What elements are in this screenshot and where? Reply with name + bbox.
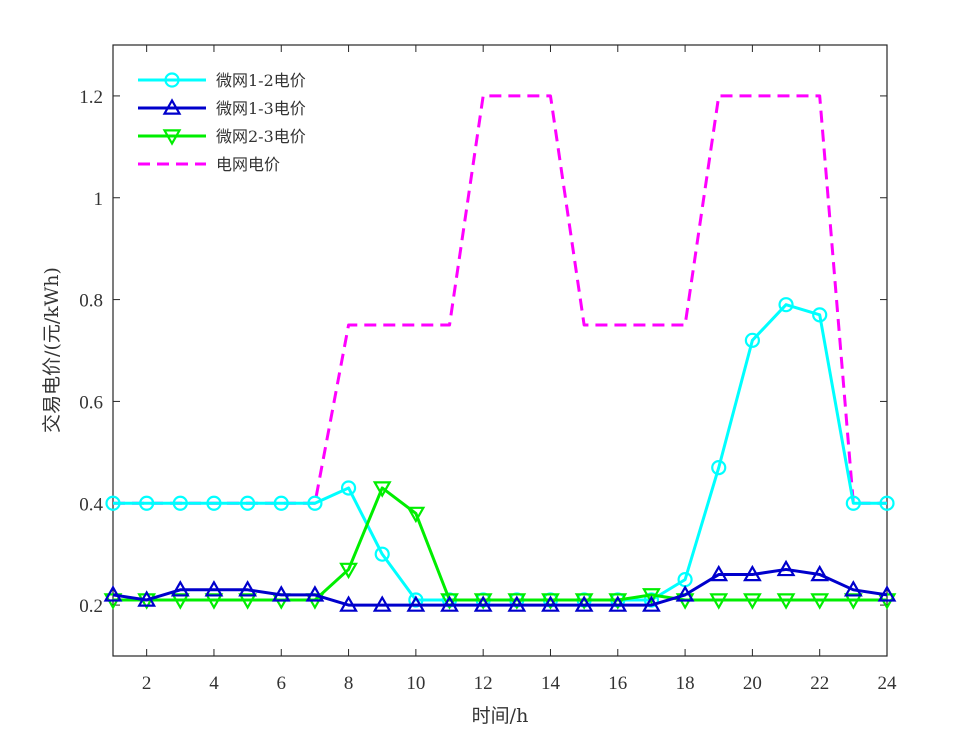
data-point [339, 562, 358, 580]
series-1 [103, 559, 897, 612]
data-point [776, 559, 796, 577]
x-tick-label: 18 [676, 673, 695, 694]
data-point [675, 585, 695, 602]
legend-label: 电网电价 [216, 155, 280, 174]
data-point [307, 495, 323, 511]
x-tick-label: 10 [406, 673, 425, 694]
data-point [206, 495, 222, 511]
data-point [812, 307, 828, 323]
data-point [776, 593, 796, 610]
data-point [440, 595, 459, 612]
data-point [810, 564, 830, 582]
data-point [339, 595, 358, 612]
data-point [845, 495, 861, 511]
data-point [574, 595, 594, 612]
data-point [440, 593, 459, 610]
series-line [113, 486, 887, 602]
y-tick-label: 0.8 [79, 291, 103, 312]
series-3 [113, 94, 887, 505]
data-point [406, 506, 426, 524]
y-tick-label: 0.6 [79, 392, 103, 413]
data-point [810, 593, 830, 610]
y-tick-label: 1.2 [79, 87, 103, 108]
data-point [574, 593, 594, 610]
data-point [271, 585, 291, 602]
data-point [273, 495, 289, 511]
y-tick-label: 1 [94, 189, 104, 210]
data-point [238, 580, 258, 597]
legend-label: 微网2-3电价 [216, 127, 306, 146]
x-axis: 2 4 6 8 10 12 14 16 18 20 22 24 [142, 45, 897, 694]
data-point [240, 495, 256, 511]
data-point [507, 595, 527, 612]
x-tick-label: 20 [743, 673, 762, 694]
data-point [541, 595, 560, 612]
data-point [172, 495, 188, 511]
legend-marker [162, 129, 182, 146]
data-point [170, 580, 190, 597]
series-line [112, 567, 888, 607]
data-point [709, 593, 729, 610]
x-tick-label: 14 [541, 673, 561, 694]
data-point [541, 593, 560, 610]
x-tick-label: 24 [878, 673, 898, 694]
y-tick-label: 0.2 [79, 596, 103, 617]
series-line [113, 94, 887, 505]
legend-label: 微网1-2电价 [216, 71, 306, 90]
data-point [742, 564, 762, 582]
data-point [778, 297, 794, 313]
data-point [374, 546, 390, 562]
plot-area [112, 44, 888, 657]
x-tick-label: 2 [142, 673, 152, 694]
x-tick-label: 4 [209, 673, 219, 694]
data-point [372, 481, 392, 498]
x-tick-label: 12 [474, 673, 493, 694]
data-point [608, 593, 628, 610]
x-tick-label: 22 [810, 673, 829, 694]
y-axis-label: 交易电价/(元/kWh) [41, 267, 63, 433]
legend-label: 微网1-3电价 [216, 99, 306, 118]
data-point [711, 460, 727, 476]
data-point [709, 564, 729, 582]
data-point [103, 585, 123, 602]
data-point [877, 585, 897, 602]
x-tick-label: 8 [344, 673, 354, 694]
data-point [742, 593, 762, 610]
x-tick-label: 16 [608, 673, 627, 694]
data-point [642, 588, 661, 605]
data-point [608, 595, 628, 612]
data-point [879, 495, 895, 511]
data-point [843, 580, 863, 597]
data-point [139, 495, 155, 511]
data-point [473, 593, 493, 610]
data-point [105, 495, 121, 511]
data-point [744, 332, 760, 348]
y-axis: 0.2 0.4 0.6 0.8 1 1.2 [79, 87, 887, 617]
series-layer [103, 94, 897, 612]
data-point [305, 585, 325, 602]
data-point [642, 595, 661, 612]
x-tick-label: 6 [277, 673, 287, 694]
x-axis-label: 时间/h [472, 705, 529, 727]
legend-marker [164, 72, 180, 88]
data-point [137, 590, 157, 607]
y-tick-label: 0.4 [79, 494, 103, 515]
data-point [473, 595, 493, 612]
data-point [406, 595, 426, 612]
legend-marker [162, 98, 182, 115]
data-point [204, 580, 224, 597]
data-point [507, 593, 527, 610]
data-point [372, 595, 392, 612]
data-point [340, 480, 357, 496]
